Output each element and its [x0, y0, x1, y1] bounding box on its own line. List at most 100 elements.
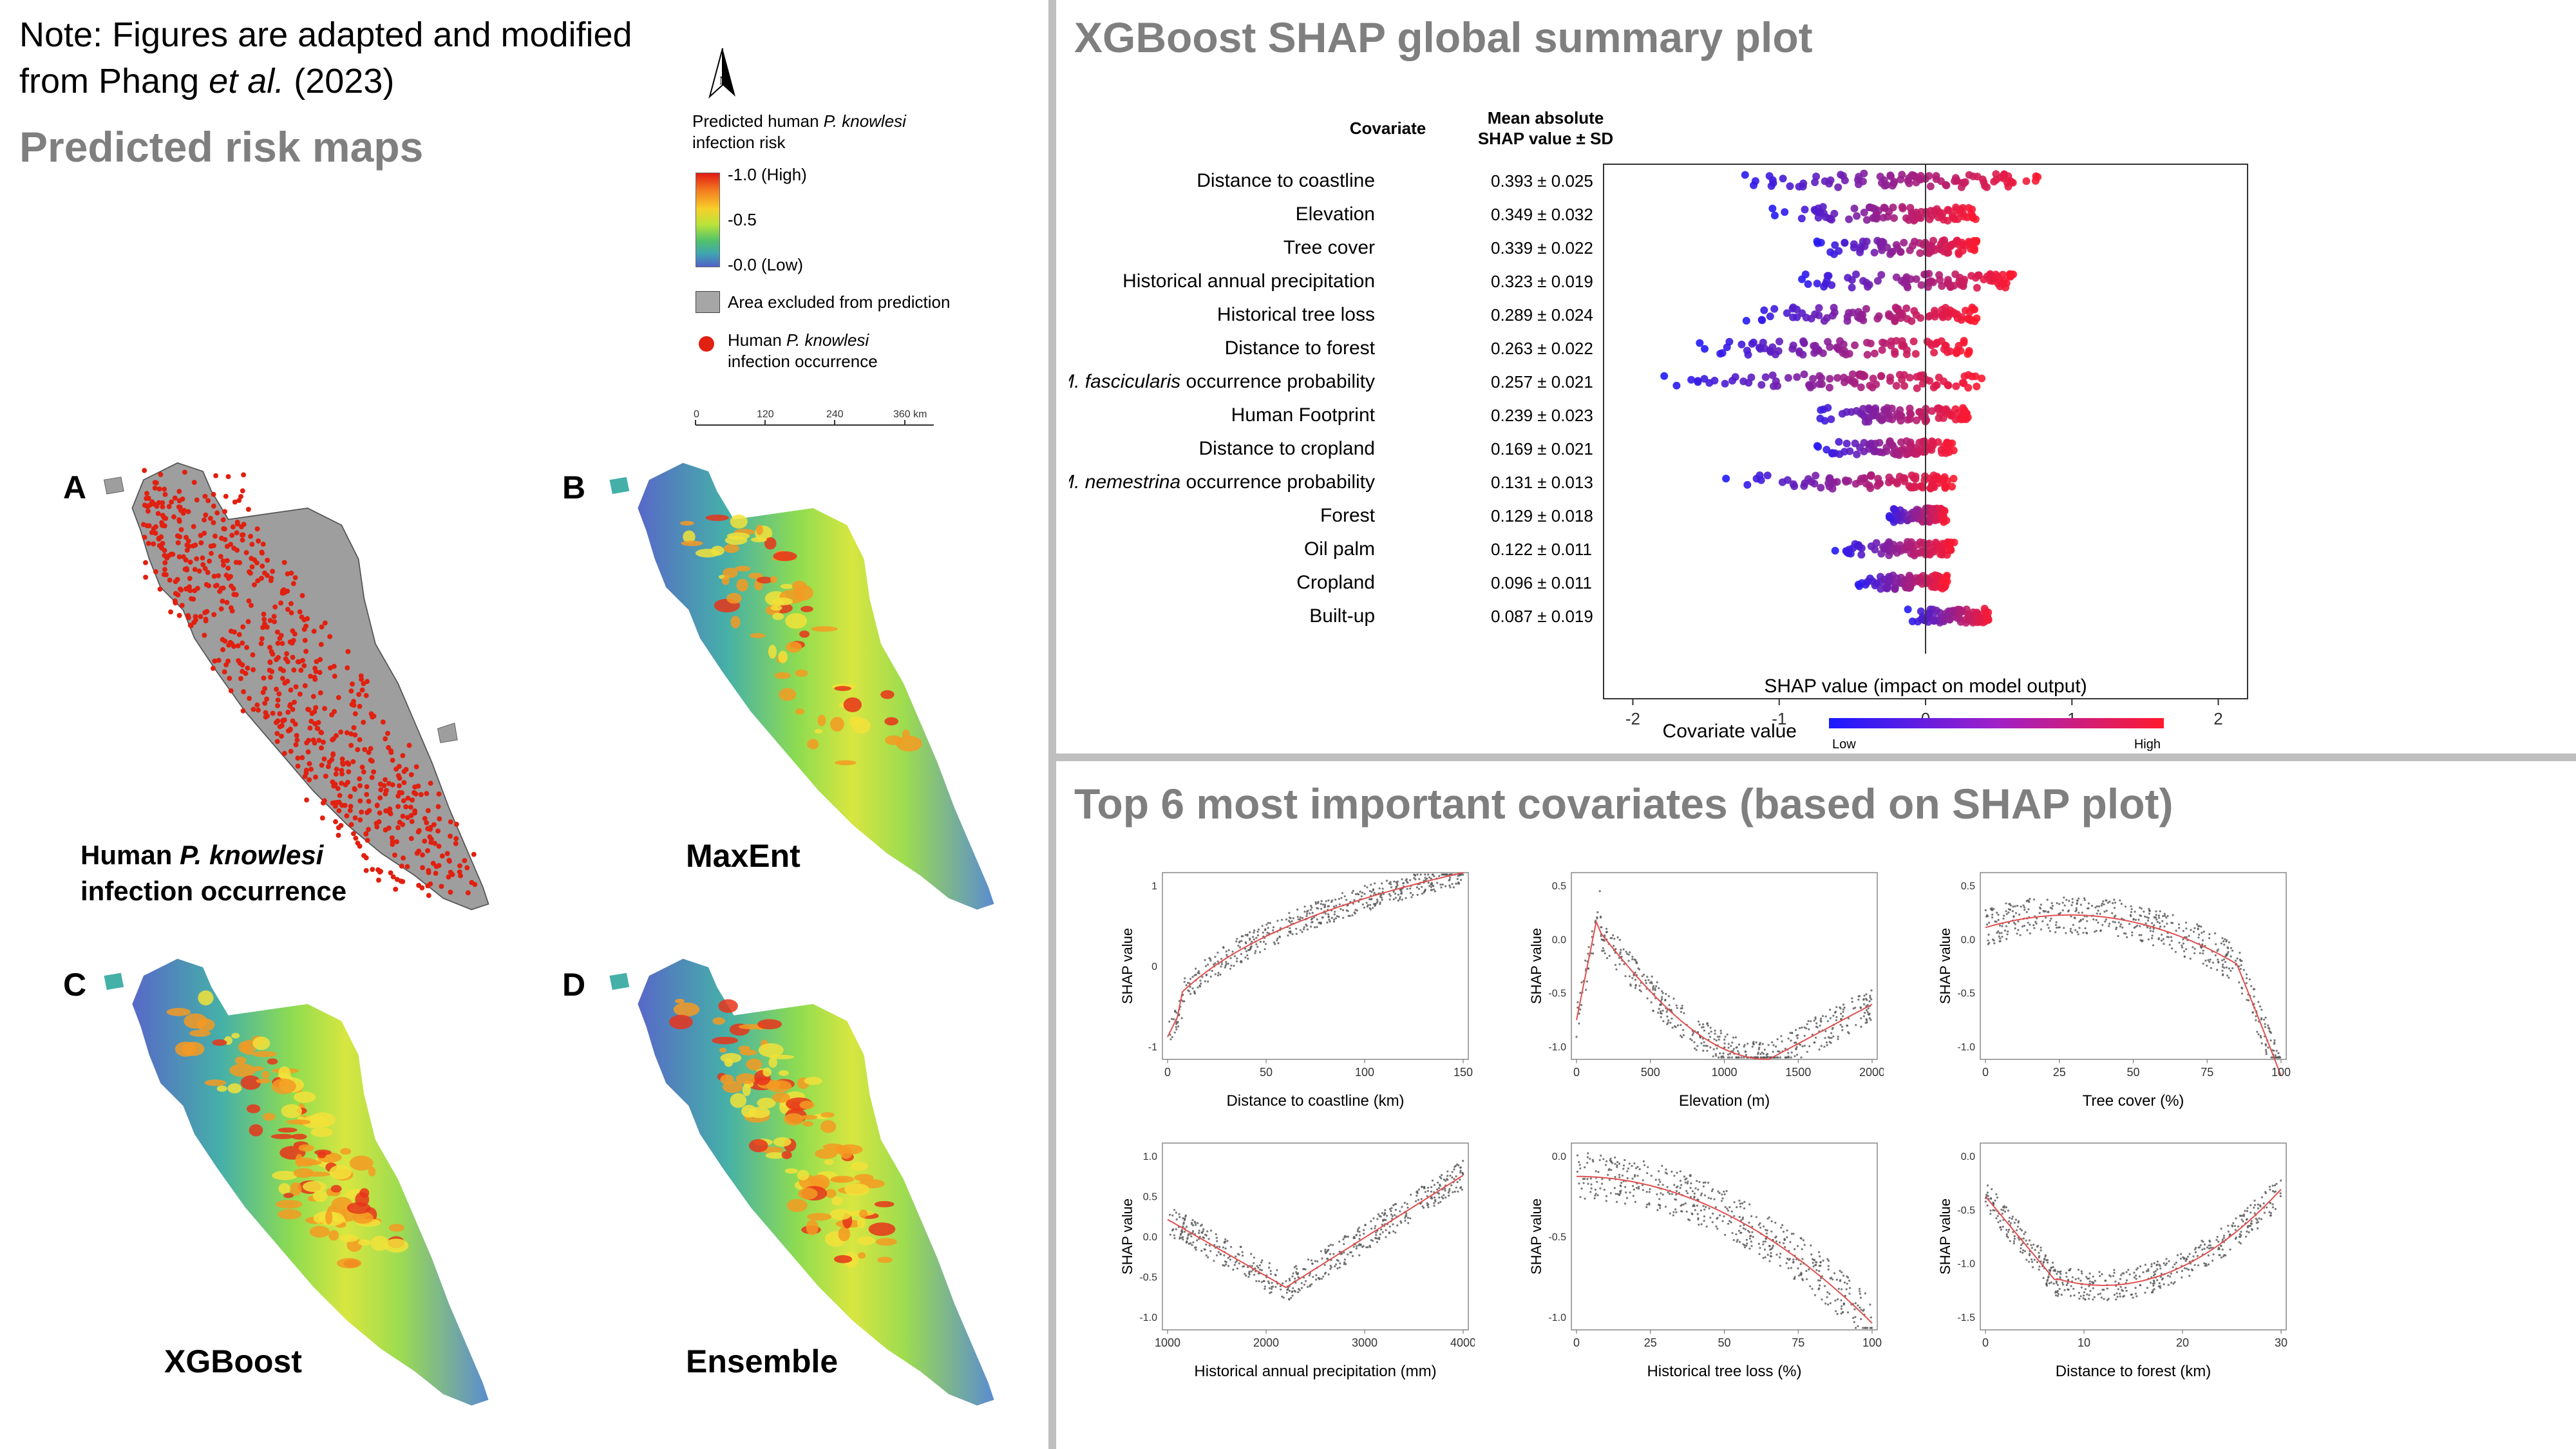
dependence-point	[2217, 958, 2219, 961]
shap-point	[1819, 203, 1827, 211]
shap-point	[1913, 384, 1921, 392]
shap-point	[1851, 439, 1859, 448]
occurrence-dot	[356, 692, 362, 697]
dependence-point	[1244, 956, 1247, 959]
dependence-point	[1743, 1045, 1745, 1048]
dependence-point	[2183, 955, 2186, 958]
dependence-point	[1760, 1056, 1763, 1059]
trend-line	[1576, 919, 1873, 1061]
occurrence-dot	[305, 749, 311, 755]
shap-point	[1982, 616, 1990, 624]
dependence-point	[1434, 1198, 1437, 1201]
dependence-point	[1698, 1023, 1701, 1026]
risk-hotspot	[757, 1019, 782, 1030]
shap-point	[1939, 477, 1947, 485]
dependence-point	[1767, 1044, 1770, 1046]
dependence-point	[2185, 948, 2188, 951]
dependence-point	[1797, 1034, 1799, 1036]
dependence-point	[2216, 969, 2219, 971]
dependence-point	[2011, 910, 2014, 913]
shap-point	[1786, 182, 1794, 191]
shap-point	[1908, 617, 1917, 625]
risk-hotspot	[286, 1119, 311, 1125]
shap-point	[1941, 484, 1949, 492]
shap-point	[1936, 550, 1944, 558]
dependence-point	[2208, 933, 2211, 936]
scale-tick-1: 120	[757, 409, 774, 420]
x-tick-label: 25	[2053, 1066, 2066, 1079]
dependence-point	[1576, 1170, 1578, 1173]
dependence-point	[1724, 1036, 1727, 1038]
occurrence-dot	[390, 842, 395, 848]
shap-point	[1999, 280, 2007, 289]
dependence-point	[1405, 879, 1407, 882]
dependence-point	[1800, 1271, 1803, 1274]
dependence-point	[1577, 1007, 1579, 1009]
dependence-point	[1399, 889, 1402, 892]
occurrence-dot	[383, 791, 388, 797]
shap-point	[1896, 541, 1904, 549]
risk-hotspot	[797, 1170, 810, 1180]
dependence-point	[1632, 1185, 1634, 1188]
dependence-point	[1235, 1255, 1237, 1258]
dependence-point	[1819, 1279, 1821, 1282]
occurrence-dot	[301, 627, 307, 632]
dependence-point	[1247, 1276, 1250, 1278]
occurrence-dot	[162, 560, 168, 565]
shap-point	[1873, 236, 1882, 245]
map-b	[609, 462, 994, 910]
risk-hotspot	[251, 1066, 264, 1072]
dependence-point	[1579, 1196, 1582, 1198]
risk-hotspot	[795, 708, 804, 715]
shap-point	[1880, 182, 1889, 190]
dependence-point	[1776, 1038, 1779, 1041]
dependence-point	[1808, 1045, 1811, 1048]
dependence-point	[1634, 1167, 1638, 1170]
shap-point	[1804, 280, 1812, 289]
dependence-point	[1229, 967, 1231, 970]
dependence-point	[1618, 1176, 1621, 1179]
dependence-point	[2085, 931, 2088, 934]
dependence-point	[1424, 876, 1426, 879]
shap-point	[1906, 246, 1914, 254]
dependence-point	[2145, 922, 2147, 925]
dependence-point	[2222, 958, 2226, 961]
risk-hotspot	[726, 532, 750, 540]
dependence-point	[1624, 1186, 1627, 1188]
dependence-point	[1827, 1265, 1830, 1267]
dependence-point	[2228, 976, 2230, 979]
shap-point	[1953, 215, 1962, 223]
dependence-point	[1320, 907, 1323, 910]
dependence-point	[1174, 1009, 1177, 1012]
x-tick-label: 1000	[1155, 1336, 1180, 1349]
dependence-point	[1828, 1041, 1831, 1043]
occurrence-dot	[359, 764, 365, 770]
dependence-point	[1598, 1159, 1601, 1161]
dependence-point	[1841, 1015, 1844, 1018]
dependence-point	[1854, 1302, 1857, 1305]
shap-point	[1938, 237, 1947, 245]
occurrence-dot	[307, 777, 312, 782]
shap-point	[1885, 312, 1893, 320]
occurrence-dot	[333, 772, 339, 777]
dependence-point	[1841, 1288, 1843, 1291]
dependence-point	[1860, 1309, 1862, 1311]
occurrence-dot	[267, 645, 272, 650]
dependence-point	[1260, 1261, 1263, 1264]
occurrence-dot	[223, 493, 229, 499]
dependence-point	[1324, 913, 1327, 915]
dependence-point	[1715, 1054, 1718, 1057]
risk-hotspot	[884, 717, 898, 726]
occurrence-dot	[364, 784, 370, 790]
occurrence-dot	[177, 534, 183, 540]
dependence-point	[2192, 931, 2195, 933]
dependence-point	[2130, 905, 2132, 907]
dependence-point	[1430, 1186, 1433, 1188]
dependence-point	[1301, 916, 1304, 920]
occurrence-dot	[274, 739, 280, 744]
dependence-point	[1731, 1041, 1734, 1044]
dependence-point	[1713, 1198, 1716, 1200]
dependence-point	[1818, 1270, 1821, 1273]
dependence-point	[1294, 1291, 1296, 1293]
occurrence-dot	[200, 555, 205, 561]
